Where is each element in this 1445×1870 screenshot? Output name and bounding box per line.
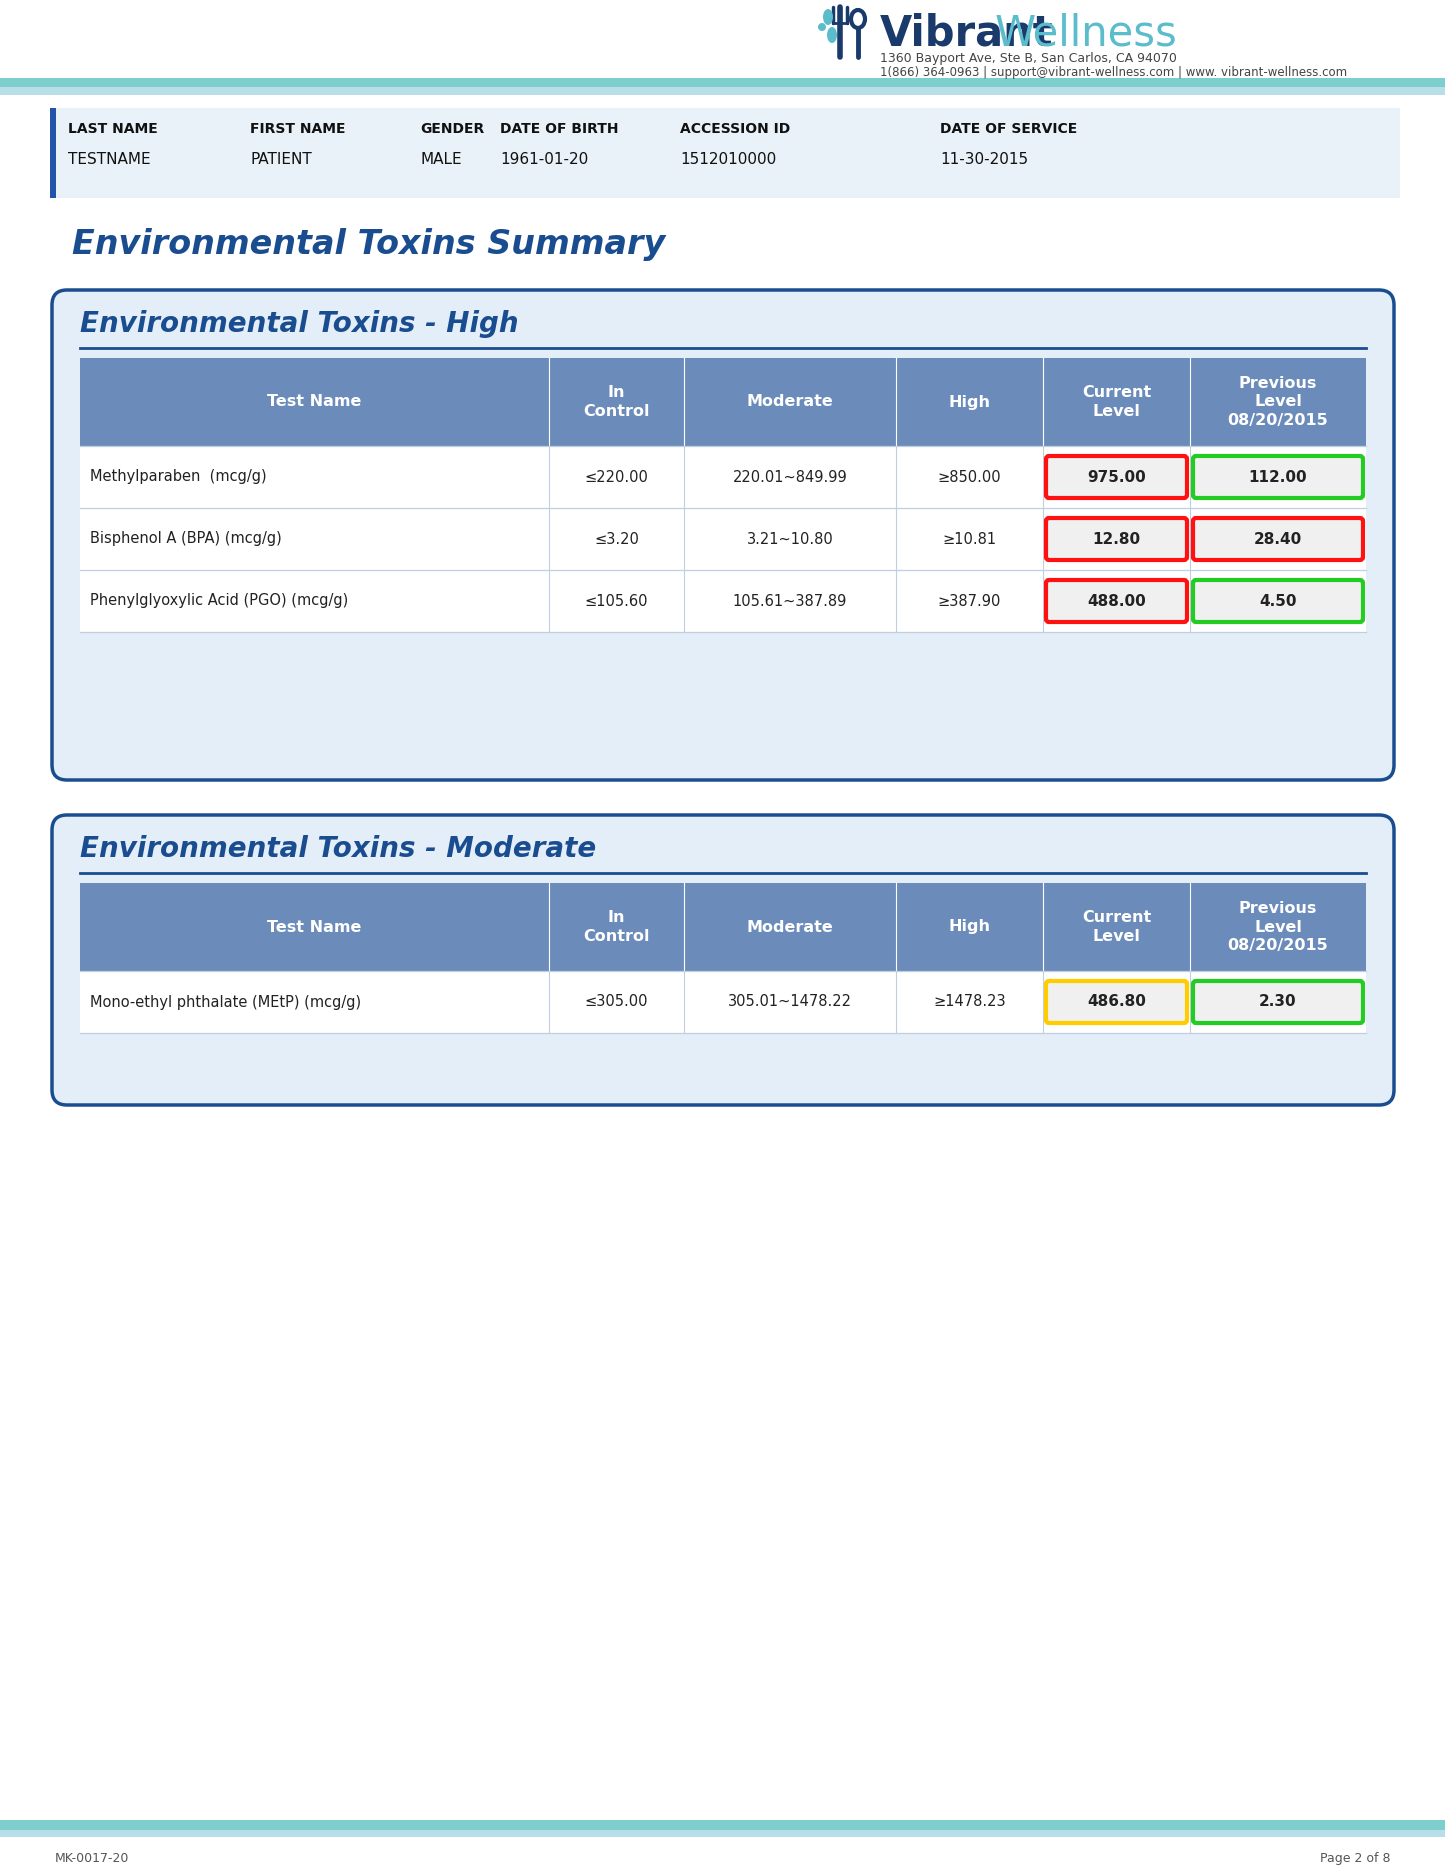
Text: 486.80: 486.80 bbox=[1087, 995, 1146, 1010]
Ellipse shape bbox=[827, 26, 837, 43]
Bar bbox=[0, 79, 1445, 94]
Text: Previous
Level
08/20/2015: Previous Level 08/20/2015 bbox=[1228, 376, 1328, 428]
Text: Page 2 of 8: Page 2 of 8 bbox=[1319, 1851, 1390, 1864]
Text: In
Control: In Control bbox=[584, 385, 650, 419]
Text: Vibrant: Vibrant bbox=[880, 13, 1053, 54]
Text: 220.01~849.99: 220.01~849.99 bbox=[733, 469, 847, 484]
Bar bbox=[0, 88, 1445, 95]
Text: DATE OF SERVICE: DATE OF SERVICE bbox=[941, 122, 1078, 137]
Text: 4.50: 4.50 bbox=[1259, 593, 1296, 608]
Text: GENDER: GENDER bbox=[420, 122, 484, 137]
Text: TESTNAME: TESTNAME bbox=[68, 151, 150, 166]
Text: Bisphenol A (BPA) (mcg/g): Bisphenol A (BPA) (mcg/g) bbox=[90, 531, 282, 546]
FancyBboxPatch shape bbox=[1046, 580, 1186, 623]
Text: ≥10.81: ≥10.81 bbox=[942, 531, 997, 546]
Text: Current
Level: Current Level bbox=[1082, 911, 1152, 944]
FancyBboxPatch shape bbox=[52, 290, 1394, 780]
Bar bbox=[0, 1820, 1445, 1834]
Text: Test Name: Test Name bbox=[267, 920, 361, 935]
Text: 1360 Bayport Ave, Ste B, San Carlos, CA 94070: 1360 Bayport Ave, Ste B, San Carlos, CA … bbox=[880, 52, 1176, 65]
Text: Methylparaben  (mcg/g): Methylparaben (mcg/g) bbox=[90, 469, 267, 484]
Text: 975.00: 975.00 bbox=[1087, 469, 1146, 484]
FancyBboxPatch shape bbox=[1046, 456, 1186, 497]
Text: Environmental Toxins - High: Environmental Toxins - High bbox=[79, 310, 519, 338]
Text: MALE: MALE bbox=[420, 151, 461, 166]
Text: Mono-ethyl phthalate (MEtP) (mcg/g): Mono-ethyl phthalate (MEtP) (mcg/g) bbox=[90, 995, 361, 1010]
Text: ≤305.00: ≤305.00 bbox=[585, 995, 649, 1010]
Text: Phenylglyoxylic Acid (PGO) (mcg/g): Phenylglyoxylic Acid (PGO) (mcg/g) bbox=[90, 593, 348, 608]
FancyBboxPatch shape bbox=[1046, 982, 1186, 1023]
Text: Test Name: Test Name bbox=[267, 395, 361, 410]
Text: ≤3.20: ≤3.20 bbox=[594, 531, 639, 546]
Text: Wellness: Wellness bbox=[996, 13, 1178, 54]
Text: 3.21~10.80: 3.21~10.80 bbox=[747, 531, 834, 546]
Text: In
Control: In Control bbox=[584, 911, 650, 944]
FancyBboxPatch shape bbox=[1194, 518, 1363, 559]
Text: ≥387.90: ≥387.90 bbox=[938, 593, 1001, 608]
Text: 1512010000: 1512010000 bbox=[681, 151, 776, 166]
Text: MK-0017-20: MK-0017-20 bbox=[55, 1851, 130, 1864]
FancyBboxPatch shape bbox=[1194, 456, 1363, 497]
Text: PATIENT: PATIENT bbox=[250, 151, 312, 166]
FancyBboxPatch shape bbox=[1046, 518, 1186, 559]
Bar bbox=[79, 570, 1366, 632]
Text: Moderate: Moderate bbox=[747, 920, 834, 935]
Text: 305.01~1478.22: 305.01~1478.22 bbox=[728, 995, 853, 1010]
Bar bbox=[79, 883, 1366, 971]
Text: 112.00: 112.00 bbox=[1248, 469, 1308, 484]
Text: Current
Level: Current Level bbox=[1082, 385, 1152, 419]
FancyBboxPatch shape bbox=[1194, 580, 1363, 623]
Ellipse shape bbox=[818, 22, 827, 32]
Text: 2.30: 2.30 bbox=[1259, 995, 1296, 1010]
Bar bbox=[0, 1831, 1445, 1836]
Text: High: High bbox=[948, 920, 990, 935]
Text: Previous
Level
08/20/2015: Previous Level 08/20/2015 bbox=[1228, 901, 1328, 954]
Bar bbox=[51, 108, 56, 198]
Text: 11-30-2015: 11-30-2015 bbox=[941, 151, 1029, 166]
Text: LAST NAME: LAST NAME bbox=[68, 122, 158, 137]
Text: ACCESSION ID: ACCESSION ID bbox=[681, 122, 790, 137]
FancyBboxPatch shape bbox=[1194, 982, 1363, 1023]
Bar bbox=[79, 357, 1366, 447]
Text: FIRST NAME: FIRST NAME bbox=[250, 122, 345, 137]
Text: DATE OF BIRTH: DATE OF BIRTH bbox=[500, 122, 618, 137]
Text: Environmental Toxins Summary: Environmental Toxins Summary bbox=[72, 228, 665, 262]
Text: Environmental Toxins - Moderate: Environmental Toxins - Moderate bbox=[79, 836, 597, 862]
FancyBboxPatch shape bbox=[52, 815, 1394, 1105]
Text: 488.00: 488.00 bbox=[1087, 593, 1146, 608]
Text: ≤220.00: ≤220.00 bbox=[585, 469, 649, 484]
Text: High: High bbox=[948, 395, 990, 410]
Ellipse shape bbox=[824, 9, 832, 24]
Text: Moderate: Moderate bbox=[747, 395, 834, 410]
Text: ≤105.60: ≤105.60 bbox=[585, 593, 649, 608]
Bar bbox=[79, 509, 1366, 570]
Text: 105.61~387.89: 105.61~387.89 bbox=[733, 593, 847, 608]
Bar bbox=[51, 108, 1400, 198]
Text: 1(866) 364-0963 | support@vibrant-wellness.com | www. vibrant-wellness.com: 1(866) 364-0963 | support@vibrant-wellne… bbox=[880, 65, 1347, 79]
Text: ≥1478.23: ≥1478.23 bbox=[933, 995, 1006, 1010]
Text: ≥850.00: ≥850.00 bbox=[938, 469, 1001, 484]
Text: 12.80: 12.80 bbox=[1092, 531, 1140, 546]
Bar bbox=[79, 971, 1366, 1032]
Text: 1961-01-20: 1961-01-20 bbox=[500, 151, 588, 166]
Bar bbox=[79, 447, 1366, 509]
Text: 28.40: 28.40 bbox=[1254, 531, 1302, 546]
